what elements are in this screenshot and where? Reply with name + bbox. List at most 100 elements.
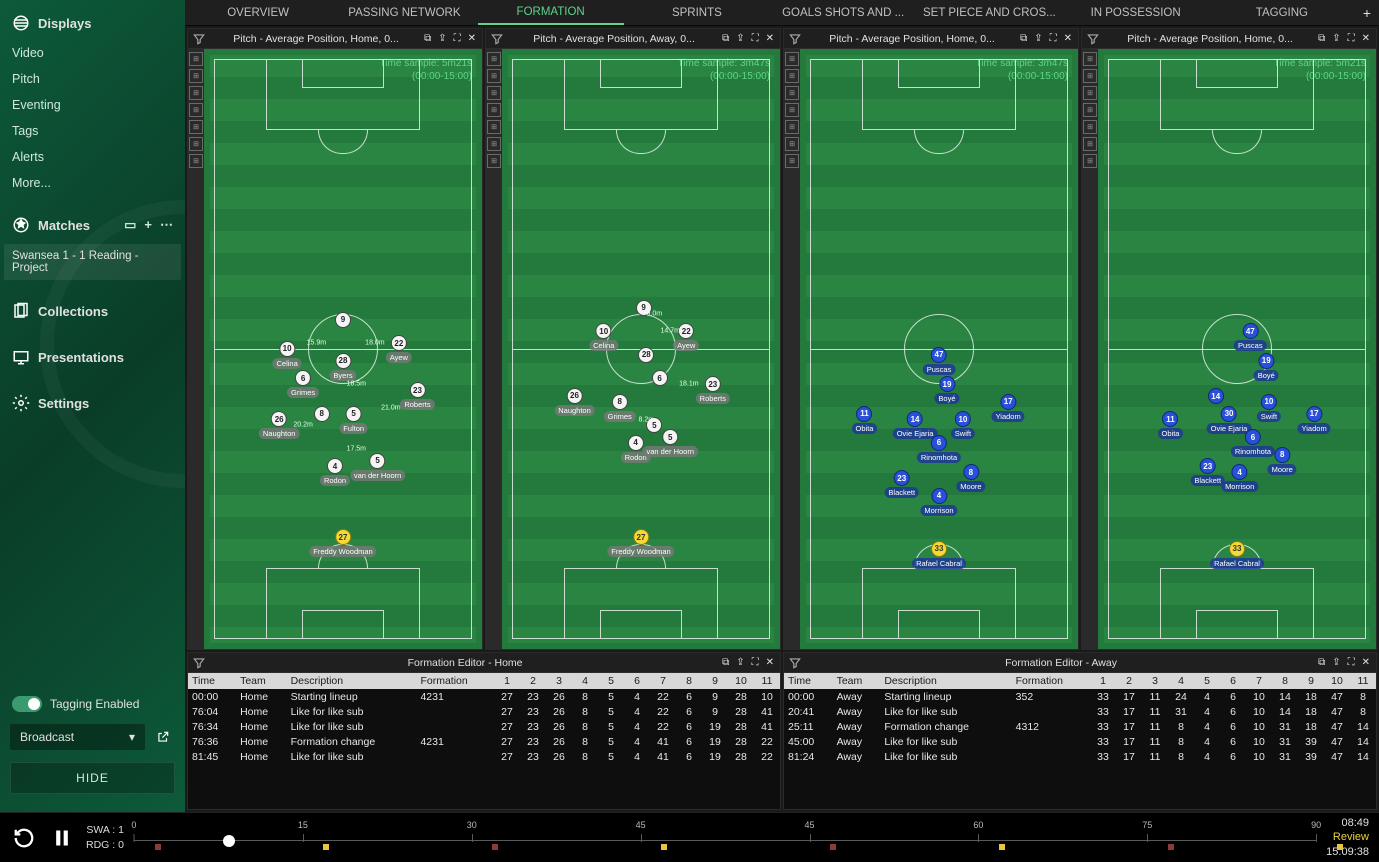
toolbar-icon[interactable]: ⊞ <box>785 69 799 83</box>
displays-header[interactable]: Displays <box>0 6 185 40</box>
table-row[interactable]: 25:11AwayFormation change431233171184610… <box>784 719 1376 734</box>
table-header[interactable]: Time <box>784 673 833 689</box>
toolbar-icon[interactable]: ⊞ <box>785 52 799 66</box>
tab-in-possession[interactable]: IN POSSESSION <box>1063 2 1209 24</box>
maximize-icon[interactable]: ⛶ <box>1346 657 1357 668</box>
player-marker[interactable]: 23 Blackett <box>1190 458 1225 486</box>
folder-icon[interactable]: ▭ <box>124 217 136 233</box>
toolbar-icon[interactable]: ⊞ <box>1083 52 1097 66</box>
table-header[interactable]: 8 <box>676 673 702 689</box>
toolbar-icon[interactable]: ⊞ <box>189 120 203 134</box>
tab-goals-shots-and-[interactable]: GOALS SHOTS AND ... <box>770 2 916 24</box>
timeline[interactable]: 015304545607590 <box>134 818 1316 858</box>
table-header[interactable]: 1 <box>494 673 520 689</box>
copy-icon[interactable]: ⧉ <box>422 33 433 44</box>
open-external-icon[interactable] <box>151 725 175 749</box>
copy-icon[interactable]: ⧉ <box>1316 33 1327 44</box>
player-marker[interactable]: 47 Puscas <box>1234 323 1267 351</box>
timeline-marker[interactable] <box>830 844 836 850</box>
player-marker[interactable]: 4 Morrison <box>920 488 957 516</box>
toolbar-icon[interactable]: ⊞ <box>785 86 799 100</box>
tab-overview[interactable]: OVERVIEW <box>185 2 331 24</box>
hide-button[interactable]: HIDE <box>10 762 175 794</box>
close-icon[interactable]: ✕ <box>1360 657 1372 668</box>
player-marker[interactable]: 11 Obita <box>852 406 878 434</box>
toolbar-icon[interactable]: ⊞ <box>487 103 501 117</box>
toolbar-icon[interactable]: ⊞ <box>189 52 203 66</box>
table-row[interactable]: 81:24AwayLike for like sub33171184610313… <box>784 749 1376 764</box>
close-icon[interactable]: ✕ <box>764 33 776 44</box>
copy-icon[interactable]: ⧉ <box>720 657 731 668</box>
match-item[interactable]: Swansea 1 - 1 Reading - Project <box>4 244 181 280</box>
table-row[interactable]: 45:00AwayLike for like sub33171184610313… <box>784 734 1376 749</box>
table-header[interactable]: 11 <box>754 673 780 689</box>
table-header[interactable]: Team <box>833 673 881 689</box>
player-marker[interactable]: 22 Ayew <box>386 335 412 363</box>
table-header[interactable]: 2 <box>1116 673 1142 689</box>
table-header[interactable]: 9 <box>1298 673 1324 689</box>
toolbar-icon[interactable]: ⊞ <box>189 69 203 83</box>
toolbar-icon[interactable]: ⊞ <box>487 154 501 168</box>
sidebar-item-video[interactable]: Video <box>0 40 185 66</box>
toolbar-icon[interactable]: ⊞ <box>785 103 799 117</box>
matches-header[interactable]: Matches ▭ + ⋯ <box>0 208 185 242</box>
pitch-field[interactable]: Time sample: 5m21s(00:00-15:00) 9 10 Cel… <box>210 55 476 643</box>
timeline-handle[interactable] <box>223 835 235 847</box>
table-header[interactable]: 7 <box>1246 673 1272 689</box>
toolbar-icon[interactable]: ⊞ <box>487 86 501 100</box>
table-header[interactable]: 2 <box>520 673 546 689</box>
player-marker[interactable]: 19 Boyé <box>1254 353 1279 381</box>
filter-icon[interactable] <box>490 32 504 46</box>
player-marker[interactable]: 23 Roberts <box>696 376 730 404</box>
pin-icon[interactable]: ⇪ <box>1330 33 1342 44</box>
pitch-field[interactable]: Time sample: 3m47s(00:00-15:00) 47 Pusca… <box>806 55 1072 643</box>
sidebar-item-pitch[interactable]: Pitch <box>0 66 185 92</box>
player-marker[interactable]: 4 Morrison <box>1221 464 1258 492</box>
plus-icon[interactable]: + <box>144 217 152 233</box>
player-marker[interactable]: 28 Byers <box>329 353 356 381</box>
filter-icon[interactable] <box>1086 32 1100 46</box>
more-icon[interactable]: ⋯ <box>160 217 173 233</box>
player-marker[interactable]: 23 Blackett <box>884 470 919 498</box>
toolbar-icon[interactable]: ⊞ <box>487 52 501 66</box>
pin-icon[interactable]: ⇪ <box>1330 657 1342 668</box>
table-header[interactable]: 10 <box>1324 673 1350 689</box>
copy-icon[interactable]: ⧉ <box>1316 657 1327 668</box>
table-header[interactable]: 5 <box>598 673 624 689</box>
sidebar-item-more-[interactable]: More... <box>0 170 185 196</box>
table-header[interactable]: Formation <box>416 673 494 689</box>
table-header[interactable]: 7 <box>650 673 676 689</box>
presentations-header[interactable]: Presentations <box>0 340 185 374</box>
player-marker[interactable]: 6 <box>652 370 668 386</box>
pitch-field[interactable]: Time sample: 5m21s(00:00-15:00) 47 Pusca… <box>1104 55 1370 643</box>
player-marker[interactable]: 10 Celina <box>589 323 618 351</box>
table-header[interactable]: Description <box>880 673 1011 689</box>
timeline-marker[interactable] <box>155 844 161 850</box>
tab-set-piece-and-cros-[interactable]: SET PIECE AND CROS... <box>916 2 1062 24</box>
filter-icon[interactable] <box>192 656 206 670</box>
player-marker[interactable]: 28 <box>638 347 654 363</box>
table-header[interactable]: 4 <box>572 673 598 689</box>
pitch-field[interactable]: Time sample: 3m47s(00:00-15:00) 9 10 Cel… <box>508 55 774 643</box>
table-row[interactable]: 76:36HomeFormation change423127232685441… <box>188 734 780 749</box>
table-header[interactable]: 11 <box>1350 673 1376 689</box>
player-marker[interactable]: 6 Grimes <box>287 370 319 398</box>
toolbar-icon[interactable]: ⊞ <box>785 137 799 151</box>
player-marker[interactable]: 4 Rodon <box>320 458 350 486</box>
toolbar-icon[interactable]: ⊞ <box>785 120 799 134</box>
toolbar-icon[interactable]: ⊞ <box>487 69 501 83</box>
filter-icon[interactable] <box>788 32 802 46</box>
table-row[interactable]: 00:00HomeStarting lineup4231272326854226… <box>188 689 780 704</box>
settings-header[interactable]: Settings <box>0 386 185 420</box>
table-row[interactable]: 00:00AwayStarting lineup3523317112446101… <box>784 689 1376 704</box>
timeline-marker[interactable] <box>661 844 667 850</box>
timeline-marker[interactable] <box>1168 844 1174 850</box>
tab-formation[interactable]: FORMATION <box>478 1 624 25</box>
player-marker[interactable]: 47 Puscas <box>923 347 956 375</box>
toolbar-icon[interactable]: ⊞ <box>487 120 501 134</box>
pin-icon[interactable]: ⇪ <box>436 33 448 44</box>
toolbar-icon[interactable]: ⊞ <box>785 154 799 168</box>
pin-icon[interactable]: ⇪ <box>734 33 746 44</box>
tab-sprints[interactable]: SPRINTS <box>624 2 770 24</box>
table-header[interactable]: Time <box>188 673 236 689</box>
